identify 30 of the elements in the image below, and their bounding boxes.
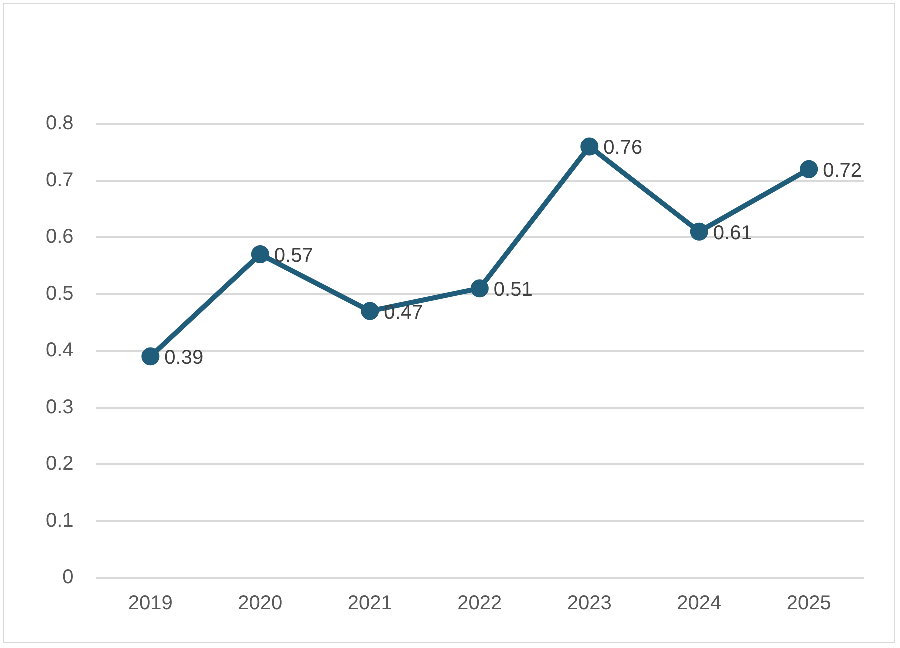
data-label: 0.57 [274,245,314,268]
data-label: 0.47 [384,302,424,324]
point [142,348,160,366]
data-label: 0.51 [494,279,533,302]
y-tick-label: 0.8 [46,112,74,135]
data-label: 0.61 [713,222,752,244]
y-tick-label: 0.4 [46,340,74,362]
point [251,246,270,264]
data-label: 0.39 [164,347,204,370]
y-tick-label: 0.3 [46,396,74,418]
point [690,222,708,241]
y-tick-label: 0 [62,566,74,589]
x-tick-label: 2019 [128,592,173,615]
point [361,302,380,320]
point [470,280,489,298]
x-tick-label: 2020 [238,592,283,615]
point [800,160,818,178]
point [580,138,599,156]
y-tick-label: 0.5 [46,282,74,305]
x-tick-label: 2022 [458,592,502,615]
x-tick-label: 2025 [786,592,832,615]
y-tick-label: 0.6 [46,226,74,248]
x-tick-label: 2023 [567,592,612,615]
data-label: 0.76 [604,137,643,160]
x-tick-label: 2021 [348,592,392,615]
y-tick-label: 0.2 [46,453,74,476]
data-label: 0.72 [823,160,862,182]
x-tick-label: 2024 [677,592,722,615]
y-tick-label: 0.1 [46,510,74,532]
y-tick-label: 0.7 [46,169,74,192]
